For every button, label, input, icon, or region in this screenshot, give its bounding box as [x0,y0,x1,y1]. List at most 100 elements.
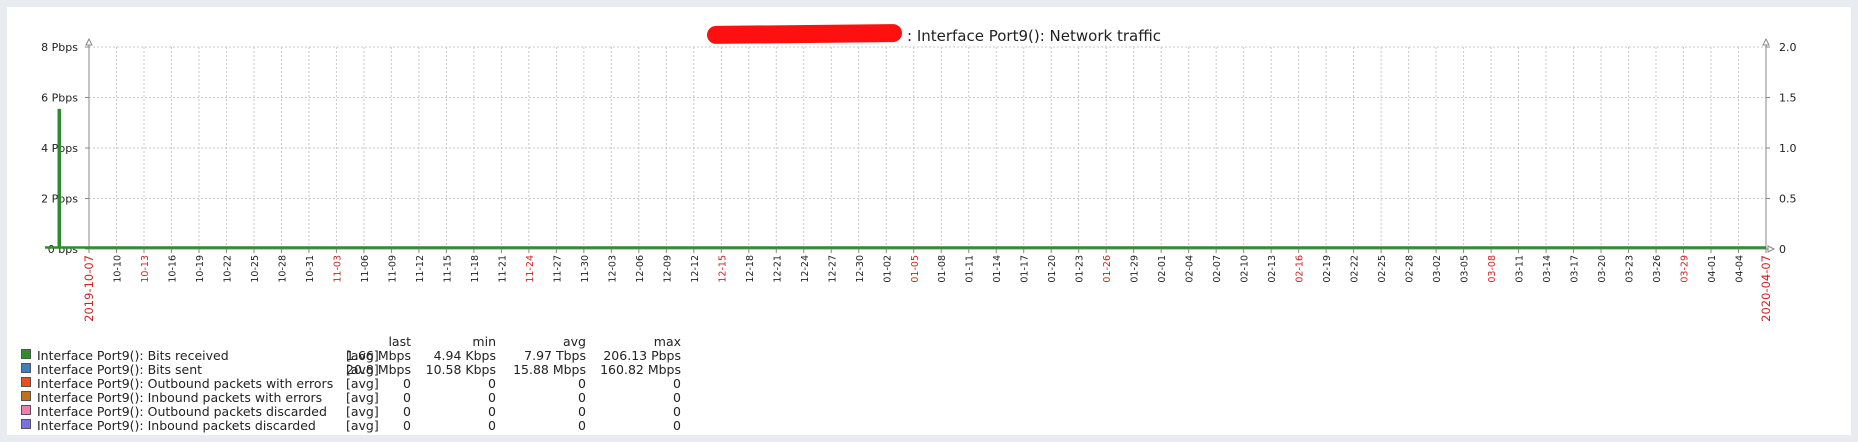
legend-item-avg: 0 [578,418,586,433]
legend-item-avg: 0 [578,390,586,405]
legend-item-function: [avg] [346,348,379,363]
y-tick-label-right: 0.5 [1779,193,1797,206]
legend-item-last: 20.8 Mbps [346,362,411,377]
legend-item-function: [avg] [346,376,379,391]
legend-item-function: [avg] [346,362,379,377]
series-line-bits-received [45,108,1766,249]
x-tick-label: 03-02 [1432,255,1443,283]
legend-item-avg: 0 [578,404,586,419]
legend-item-min: 0 [488,404,496,419]
y-tick-label-right: 1.5 [1779,92,1797,105]
x-tick-label: 03-29 [1680,255,1691,283]
legend-item: Interface Port9(): Bits sent [avg] 20.8 Mb… [21,362,741,377]
x-tick-label: 11-30 [580,255,591,283]
legend-item: Interface Port9(): Outbound packets disc… [21,404,741,419]
x-tick-label: 10-22 [222,255,233,283]
y-tick-label-right: 1.0 [1779,142,1797,155]
x-tick-label: 12-18 [745,255,756,283]
legend-item-avg: 7.97 Tbps [524,348,586,363]
x-tick-label: 04-04 [1735,255,1746,283]
legend-item: Interface Port9(): Outbound packets with… [21,376,741,391]
x-tick-label: 03-23 [1625,255,1636,283]
legend-header-avg: avg [563,334,586,349]
legend-item: Interface Port9(): Bits received [avg] 1.6… [21,348,741,363]
y-axis-arrow-right [1762,37,1770,46]
legend-item-avg: 15.88 Mbps [513,362,586,377]
y-tick-label-right: 0 [1779,243,1786,256]
x-tick-label: 02-01 [1157,255,1168,283]
graph-panel: 0 bps 2 Pbps 4 Pbps 6 Pbps 8 Pbps 0 0.5 1.0 1.5 2… [7,7,1851,435]
chart-title: : Interface Port9(): Network traffic [907,27,1161,45]
x-tick-label: 12-24 [800,255,811,283]
legend-header: last min avg max [21,334,741,349]
x-tick-label: 2020-04-07 [1759,255,1773,322]
y-axis-arrow-left [85,37,93,46]
x-tick-label: 02-28 [1405,255,1416,283]
x-tick-label: 01-20 [1047,255,1058,283]
x-tick-label: 01-29 [1130,255,1141,283]
legend-item-avg: 0 [578,376,586,391]
legend-item-min: 4.94 Kbps [433,348,496,363]
redacted-host-name [706,23,903,45]
legend-swatch [21,363,31,373]
legend-item-min: 0 [488,376,496,391]
legend-header-min: min [472,334,496,349]
y-tick-label-left: 8 Pbps [41,41,78,54]
legend-item-name: Interface Port9(): Outbound packets disc… [37,404,327,419]
legend-item-last: 0 [403,390,411,405]
x-tick-label: 10-10 [112,255,123,283]
x-tick-label: 01-26 [1102,255,1113,283]
x-tick-label: 11-06 [360,255,371,283]
y-tick-label-left: 6 Pbps [41,92,78,105]
x-tick-label: 11-03 [332,255,343,283]
x-tick-label: 12-27 [827,255,838,283]
x-tick-label: 03-05 [1460,255,1471,283]
x-tick-label: 12-06 [635,255,646,283]
legend-item-function: [avg] [346,418,379,433]
x-tick-label: 10-25 [250,255,261,283]
legend-item-max: 0 [673,418,681,433]
legend-item-name: Interface Port9(): Inbound packets disca… [37,418,316,433]
x-tick-label: 12-03 [607,255,618,283]
x-tick-label: 10-31 [305,255,316,283]
legend-swatch [21,419,31,429]
x-tick-label: 01-08 [937,255,948,283]
legend-item-name: Interface Port9(): Inbound packets with … [37,390,323,405]
legend-item-min: 0 [488,390,496,405]
legend-item: Interface Port9(): Inbound packets with … [21,390,741,405]
legend-swatch [21,405,31,415]
legend-item-max: 160.82 Mbps [600,362,681,377]
x-tick-label: 02-25 [1377,255,1388,283]
x-tick-label: 01-05 [910,255,921,283]
x-tick-label: 03-14 [1542,255,1553,283]
legend-item-last: 1.66 Mbps [346,348,411,363]
x-tick-label: 10-28 [277,255,288,283]
x-tick-label: 12-30 [855,255,866,283]
x-tick-label: 02-07 [1212,255,1223,283]
y-tick-label-left: 0 bps [48,243,78,256]
x-tick-label: 11-24 [525,255,536,283]
x-tick-label: 01-23 [1075,255,1086,283]
x-tick-label: 11-15 [442,255,453,283]
x-tick-label: 02-10 [1240,255,1251,283]
legend-swatch [21,349,31,359]
legend-item-function: [avg] [346,390,379,405]
x-tick-label: 11-12 [415,255,426,283]
x-tick-label: 01-17 [1020,255,1031,283]
legend-item-last: 0 [403,418,411,433]
legend-item-last: 0 [403,404,411,419]
x-tick-label: 12-12 [690,255,701,283]
x-tick-label: 12-15 [717,255,728,283]
x-tick-label: 02-13 [1267,255,1278,283]
legend-item-max: 206.13 Pbps [603,348,681,363]
legend-item-last: 0 [403,376,411,391]
legend-item-name: Interface Port9(): Bits received [37,348,229,363]
x-tick-label: 03-17 [1570,255,1581,283]
legend-item-max: 0 [673,404,681,419]
legend-item-function: [avg] [346,404,379,419]
x-tick-label: 12-21 [772,255,783,283]
x-tick-label: 11-27 [552,255,563,283]
legend-item: Interface Port9(): Inbound packets disca… [21,418,741,433]
legend-swatch [21,391,31,401]
